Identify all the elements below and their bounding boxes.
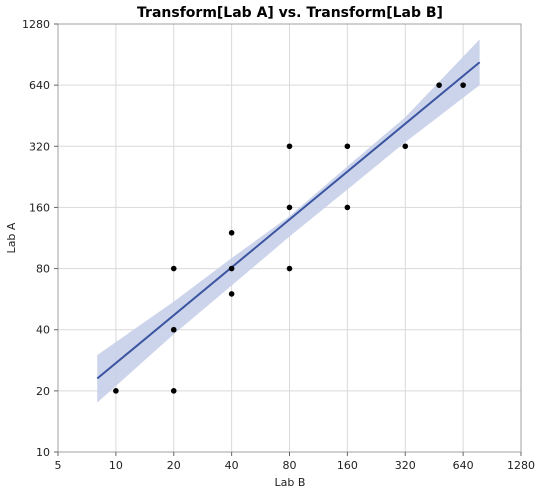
data-point-0	[113, 388, 119, 394]
data-point-9	[286, 143, 293, 150]
y-axis-label: Lab A	[5, 222, 18, 253]
chart-title: Transform[Lab A] vs. Transform[Lab B]	[137, 5, 443, 21]
x-tick-label-0: 5	[55, 459, 62, 472]
x-tick-label-1: 10	[109, 459, 123, 472]
y-tick-label-5: 320	[29, 140, 50, 153]
x-tick-label-8: 1280	[507, 459, 535, 472]
x-axis-label: Lab B	[275, 476, 306, 489]
x-tick-label-2: 20	[167, 459, 181, 472]
data-point-3	[170, 265, 177, 272]
y-tick-label-2: 40	[36, 324, 50, 337]
y-tick-label-1: 20	[36, 385, 50, 398]
fit-line	[96, 61, 481, 380]
data-point-10	[344, 204, 351, 211]
y-tick-label-0: 10	[36, 446, 50, 459]
y-tick-label-6: 640	[29, 79, 50, 92]
x-tick-label-7: 640	[453, 459, 474, 472]
y-tick-label-3: 80	[36, 263, 50, 276]
data-point-12	[402, 143, 409, 150]
x-axis-ticks: 5 10 20 40 80 160 320 640 1280	[55, 452, 535, 472]
data-point-4	[228, 291, 235, 297]
data-point-1	[170, 388, 177, 394]
y-axis-ticks: 10 20 40 80 160 320 640 1280	[22, 18, 58, 459]
data-point-13	[436, 82, 442, 88]
x-tick-label-4: 80	[283, 459, 297, 472]
data-point-7	[286, 265, 293, 272]
y-tick-label-7: 1280	[22, 18, 50, 31]
data-point-11	[344, 143, 351, 150]
data-points	[113, 82, 466, 394]
data-point-2	[170, 326, 177, 333]
data-point-6	[228, 230, 235, 236]
data-point-8	[286, 204, 293, 211]
data-point-5	[228, 265, 235, 272]
data-point-14	[460, 82, 466, 88]
x-tick-label-5: 160	[337, 459, 358, 472]
x-tick-label-6: 320	[395, 459, 416, 472]
y-tick-label-4: 160	[29, 201, 50, 214]
fit-line-layer	[96, 61, 481, 380]
x-tick-label-3: 40	[225, 459, 239, 472]
